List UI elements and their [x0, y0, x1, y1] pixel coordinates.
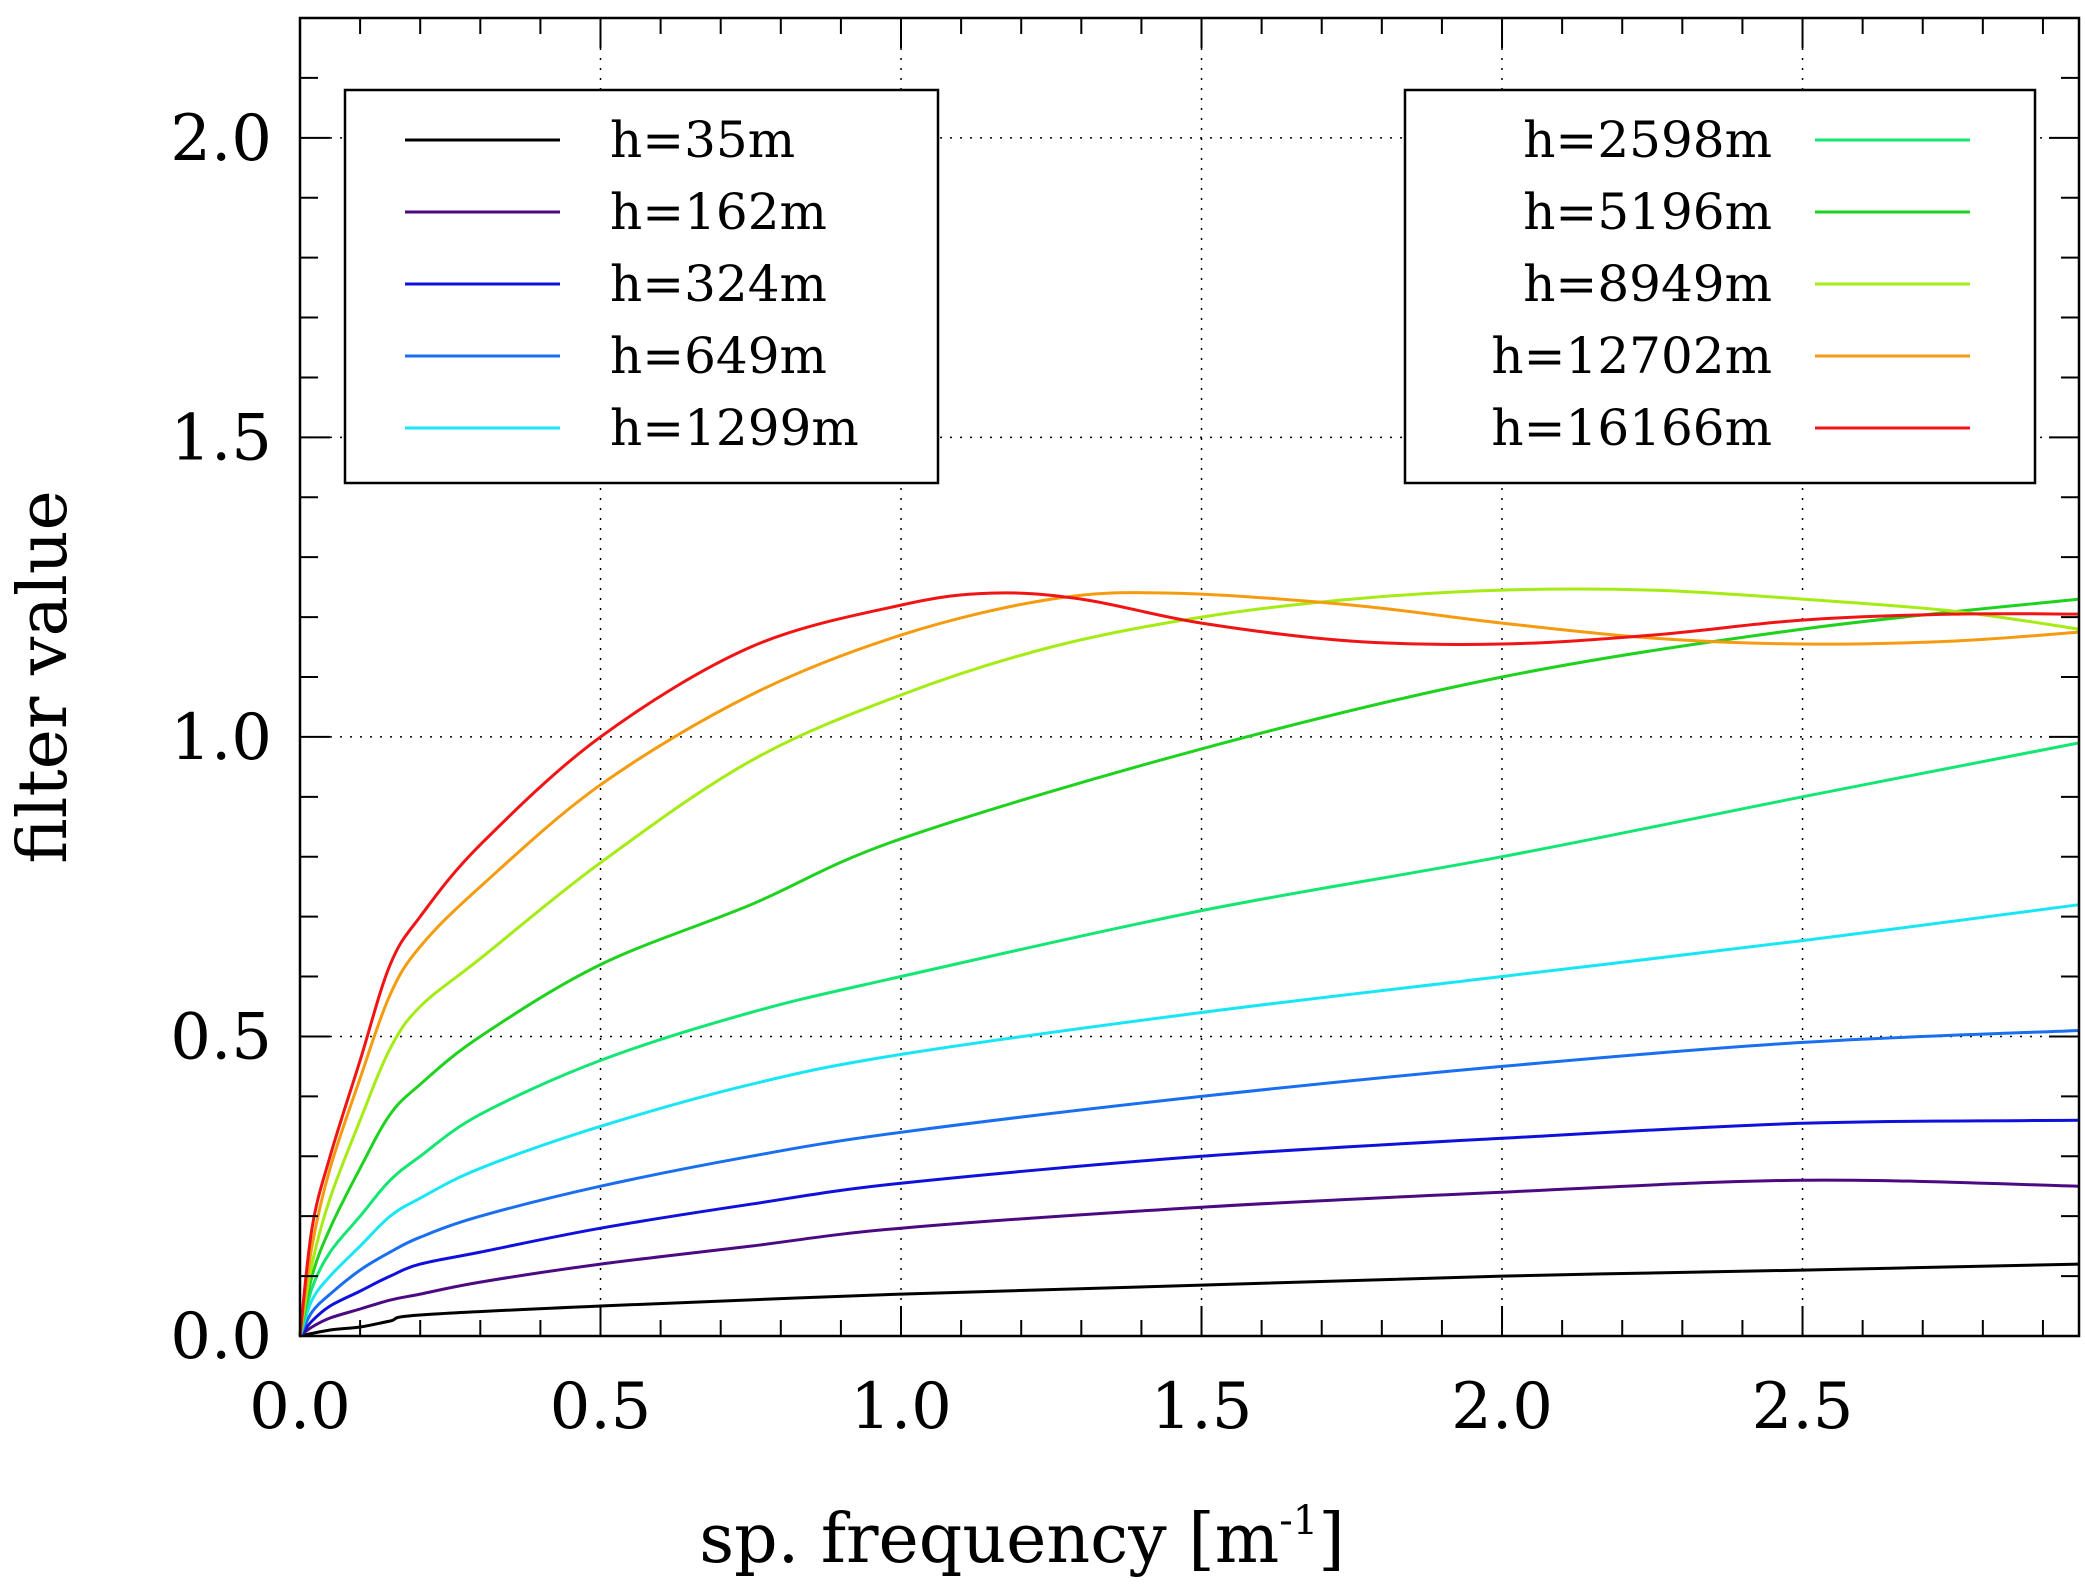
tick-labels: 0.0 0.5 1.0 1.5 2.0 2.5 0.0 0.5 1.0 1.5 2.0 — [170, 102, 1853, 1444]
series-line-8 — [298, 591, 2080, 1337]
legend-right-label-1: h=5196m — [1523, 183, 1772, 241]
legend-left-label-2: h=324m — [610, 255, 827, 313]
y-tick-label-2: 1.0 — [170, 701, 272, 775]
series-line-3 — [298, 1029, 2080, 1337]
axis-ticks — [299, 18, 2079, 1337]
x-tick-label-3: 1.5 — [1151, 1370, 1253, 1444]
legend-left: h=35m h=162m h=324m h=649m h=1299m — [343, 88, 940, 485]
y-tick-label-4: 2.0 — [170, 102, 272, 176]
legend-right-label-4: h=16166m — [1491, 399, 1772, 457]
x-tick-label-0: 0.0 — [249, 1370, 351, 1444]
series-line-4 — [298, 903, 2080, 1337]
y-tick-label-0: 0.0 — [170, 1300, 272, 1374]
series-line-6 — [298, 597, 2080, 1337]
legend-right: h=2598m h=5196m h=8949m h=12702m h=16166m — [1403, 88, 2037, 485]
series-line-1 — [299, 1178, 2080, 1338]
x-axis-label-superscript: -1 — [1279, 1498, 1318, 1544]
y-axis-label: filter value — [4, 490, 83, 864]
legend-right-label-3: h=12702m — [1491, 327, 1772, 385]
x-tick-label-1: 0.5 — [550, 1370, 652, 1444]
legend-left-box — [343, 88, 940, 485]
y-tick-label-1: 0.5 — [170, 1000, 272, 1074]
series-line-9 — [298, 591, 2080, 1337]
series-lines — [298, 587, 2080, 1338]
series-line-5 — [298, 741, 2080, 1337]
x-tick-label-5: 2.5 — [1752, 1370, 1854, 1444]
legend-right-box — [1403, 88, 2037, 485]
x-axis-label: sp. frequency [m-1] — [699, 1498, 1345, 1579]
legend-right-label-2: h=8949m — [1523, 255, 1772, 313]
x-tick-label-4: 2.0 — [1451, 1370, 1553, 1444]
plot-frame — [298, 16, 2081, 1338]
legend-left-label-0: h=35m — [610, 111, 795, 169]
series-line-2 — [298, 1118, 2080, 1337]
series-line-7 — [298, 587, 2080, 1337]
x-tick-label-2: 1.0 — [850, 1370, 952, 1444]
x-axis-label-text: sp. frequency [m — [699, 1500, 1279, 1579]
legend-left-label-1: h=162m — [610, 183, 827, 241]
legend-left-label-4: h=1299m — [610, 399, 859, 457]
y-tick-label-3: 1.5 — [170, 401, 272, 475]
series-line-0 — [299, 1262, 2080, 1338]
legend-right-label-0: h=2598m — [1523, 111, 1772, 169]
legend-left-label-3: h=649m — [610, 327, 827, 385]
x-axis-label-close: ] — [1318, 1500, 1345, 1579]
